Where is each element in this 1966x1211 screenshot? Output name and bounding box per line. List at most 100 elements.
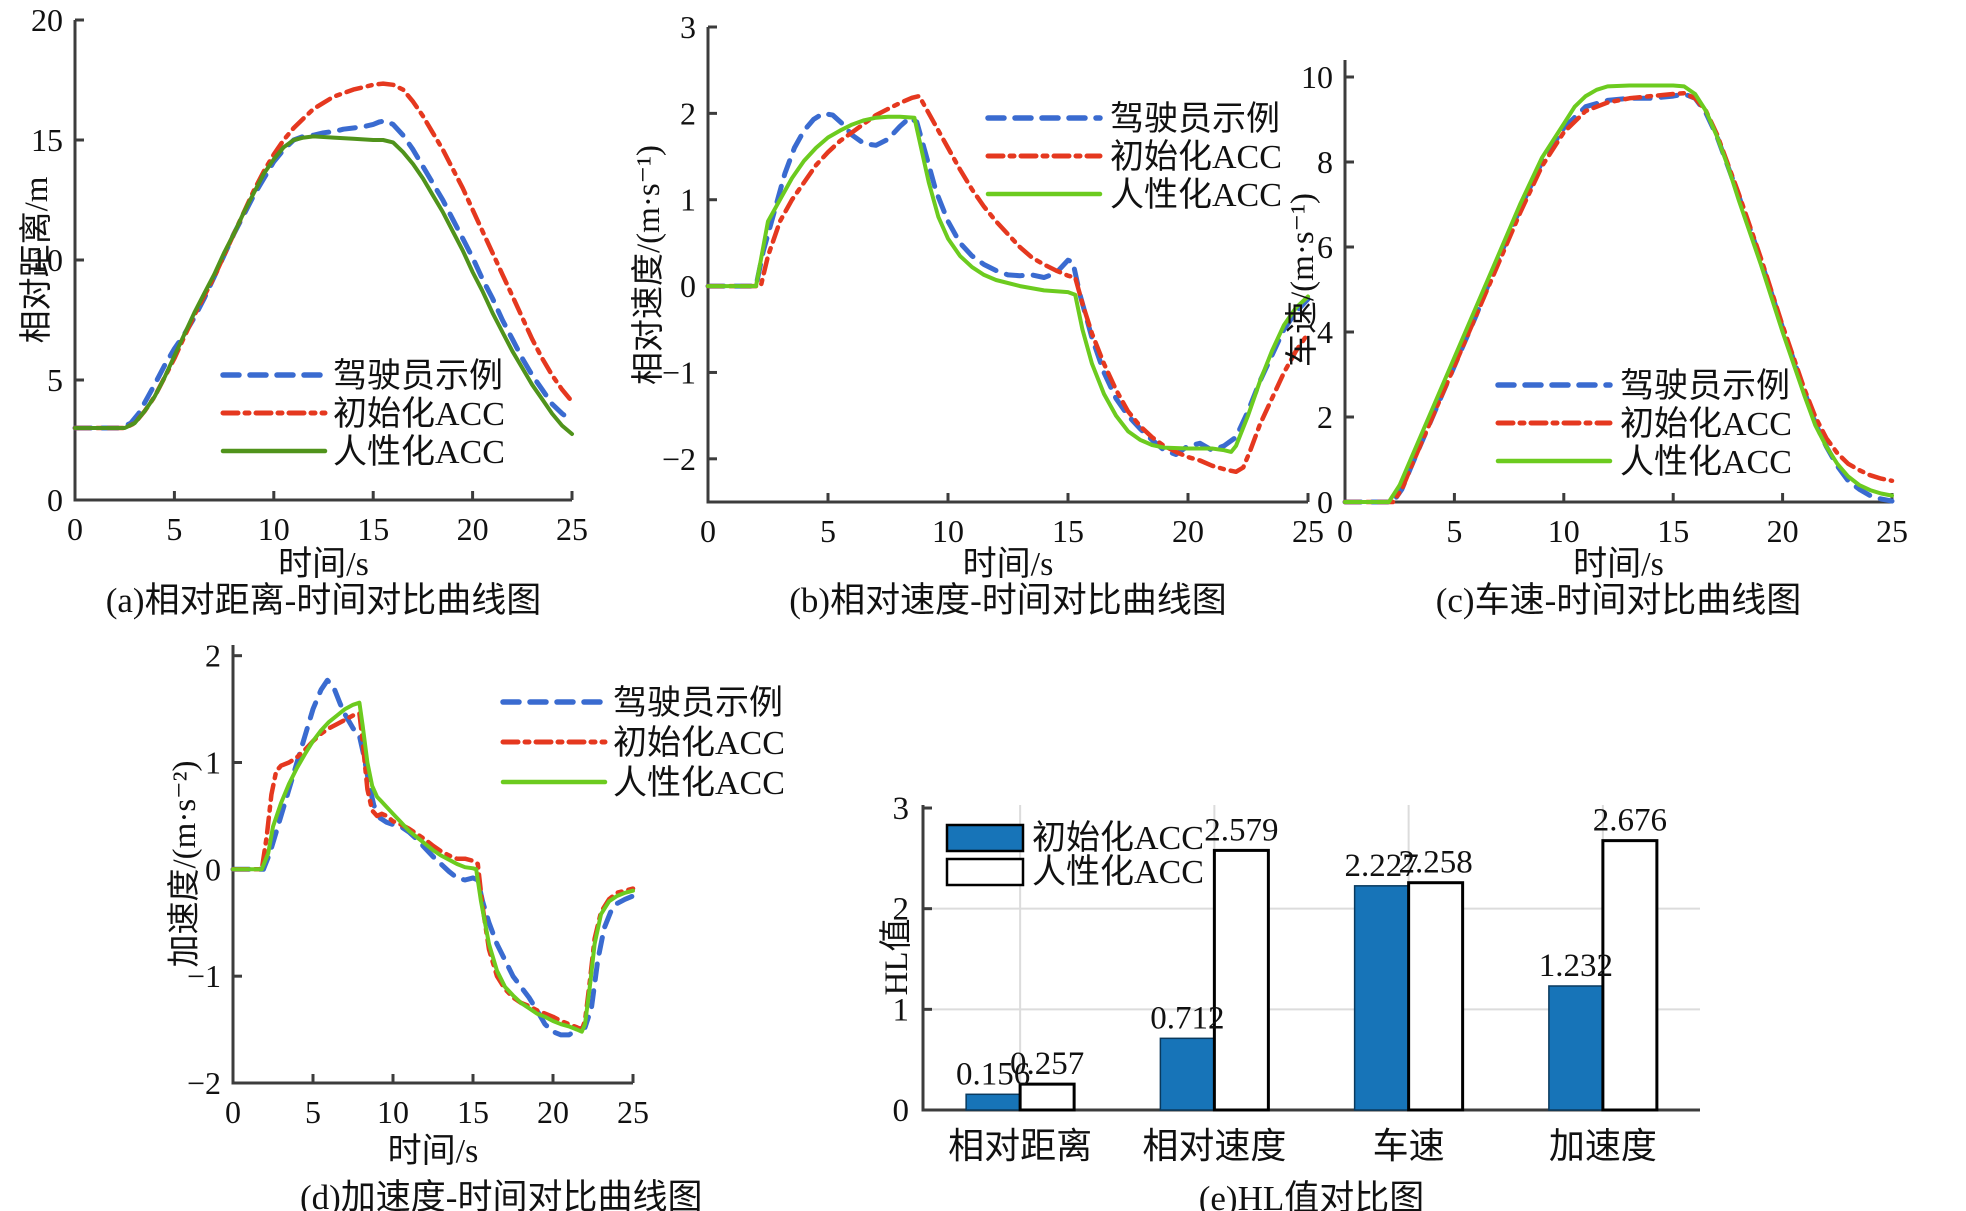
- x-tick-label: 20: [537, 1094, 569, 1130]
- x-tick-label: 10: [258, 511, 290, 547]
- bar-human-acc: [1018, 1082, 1076, 1112]
- legend-item-label: 驾驶员示例: [1110, 100, 1280, 138]
- y-tick-label: 0: [1317, 484, 1333, 520]
- y-tick-label: 1: [680, 182, 696, 218]
- chart-d-acceleration: −2 −1 0 1 2 0 5 10 15 20 25 驾驶员示例 初始化ACC 人性化ACC 加速度/(…: [140, 620, 880, 1211]
- series-line-1: [230, 711, 636, 1032]
- series-line-1: [705, 93, 1311, 475]
- y-tick-label: 3: [680, 9, 696, 45]
- x-tick-label: 25: [1292, 513, 1324, 549]
- chart-d-y-axis-label: 加速度/(m·s⁻²): [167, 760, 203, 968]
- x-tick-label: 15: [457, 1094, 489, 1130]
- y-tick-label: 4: [1317, 314, 1333, 350]
- bar-human-acc: [1407, 881, 1465, 1112]
- bar-value-label: 0.712: [1150, 1000, 1224, 1036]
- y-tick-label: −1: [187, 958, 221, 994]
- chart-d-x-axis-label: 时间/s: [387, 1133, 479, 1170]
- y-tick-label: 2: [205, 638, 221, 674]
- legend-item-label: 驾驶员示例: [613, 684, 783, 722]
- chart-b-y-axis-label: 相对速度/(m·s⁻¹): [631, 145, 667, 385]
- x-tick-label: 20: [457, 511, 489, 547]
- chart-b-caption: (b)相对速度-时间对比曲线图: [789, 581, 1227, 620]
- bar-value-label: 1.232: [1539, 948, 1613, 984]
- x-tick-label: 5: [166, 511, 182, 547]
- x-tick-label: 0: [67, 511, 83, 547]
- chart-b-relative-speed: −2 −1 0 1 2 3 0 5 10 15 20 25 驾驶员示例 初始化ACC 人性化ACC 相对速度…: [620, 0, 1340, 620]
- chart-a-x-axis-label: 时间/s: [278, 546, 369, 583]
- y-tick-label: 10: [1301, 59, 1333, 95]
- bar-init-acc: [965, 1093, 1021, 1111]
- legend-item-label: 人性化ACC: [1620, 443, 1792, 481]
- legend-item-label: 初始化ACC: [1032, 819, 1204, 857]
- bar-value-label: 2.579: [1204, 812, 1278, 848]
- axes: [231, 645, 633, 1085]
- legend-item-label: 驾驶员示例: [1620, 367, 1790, 405]
- y-tick-label: 20: [31, 2, 63, 38]
- y-tick-label: −2: [662, 441, 696, 477]
- bar-init-acc: [1353, 885, 1410, 1111]
- y-tick-label: 1: [893, 992, 910, 1028]
- legend-item-label: 初始化ACC: [1620, 405, 1792, 443]
- bar-human-acc: [1601, 839, 1659, 1112]
- x-tick-label: 20: [1767, 513, 1799, 549]
- x-tick-label: 25: [1876, 513, 1908, 549]
- y-tick-label: 0: [893, 1093, 910, 1129]
- series-line-2: [706, 114, 1310, 454]
- y-tick-label: 0: [680, 268, 696, 304]
- y-tick-label: 3: [893, 791, 910, 827]
- legend-swatch-init-acc: [945, 823, 1025, 853]
- chart-d-caption: (d)加速度-时间对比曲线图: [300, 1178, 703, 1211]
- x-tick-label: 15: [357, 511, 389, 547]
- series-line-2: [231, 700, 635, 1034]
- y-tick-label: 1: [205, 745, 221, 781]
- tick-labels: 0 1 2 3: [893, 791, 910, 1129]
- category-label: 加速度: [1549, 1126, 1657, 1166]
- legend-item-label: 人性化ACC: [1110, 176, 1282, 214]
- y-tick-label: 0: [47, 482, 63, 518]
- bar-human-acc: [1212, 848, 1270, 1112]
- legend-item-label: 初始化ACC: [1110, 138, 1282, 176]
- x-tick-label: 5: [820, 513, 836, 549]
- x-tick-label: 10: [932, 513, 964, 549]
- x-tick-label: 5: [305, 1094, 321, 1130]
- y-tick-label: 0: [205, 851, 221, 887]
- x-tick-label: 10: [1548, 513, 1580, 549]
- bar-init-acc: [1548, 985, 1604, 1111]
- chart-c-y-axis-label: 车速/(m·s⁻¹): [1285, 193, 1321, 367]
- x-tick-label: 15: [1657, 513, 1689, 549]
- bar-value-label: 0.257: [1010, 1046, 1084, 1082]
- bar-value-label: 2.227: [1345, 848, 1419, 884]
- y-tick-label: 6: [1317, 229, 1333, 265]
- tick-labels: 0 5 10 15 20 0 5 10 15 20 25: [31, 2, 588, 547]
- chart-a-caption: (a)相对距离-时间对比曲线图: [105, 581, 542, 620]
- series-line-0: [230, 677, 636, 1038]
- category-label: 相对距离: [948, 1126, 1092, 1166]
- x-tick-label: 0: [700, 513, 716, 549]
- y-tick-label: 15: [31, 122, 63, 158]
- chart-e-y-axis-label: HL值: [879, 918, 915, 996]
- legend-swatch-human-acc: [945, 857, 1025, 887]
- x-tick-label: 5: [1446, 513, 1462, 549]
- category-label: 相对速度: [1142, 1126, 1286, 1166]
- chart-e-caption: (e)HL值对比图: [1198, 1179, 1425, 1211]
- x-tick-label: 25: [617, 1094, 649, 1130]
- legend-item-label: 人性化ACC: [613, 764, 785, 802]
- y-tick-label: 8: [1317, 144, 1333, 180]
- legend-item-label: 人性化ACC: [1032, 853, 1204, 891]
- tick-labels: 0 2 4 6 8 10 0 5 10 15 20 25: [1301, 59, 1908, 549]
- x-tick-label: 0: [225, 1094, 241, 1130]
- chart-b-x-axis-label: 时间/s: [962, 546, 1054, 583]
- y-tick-label: 2: [680, 95, 696, 131]
- x-tick-label: 25: [556, 511, 588, 547]
- y-tick-label: −2: [187, 1065, 221, 1101]
